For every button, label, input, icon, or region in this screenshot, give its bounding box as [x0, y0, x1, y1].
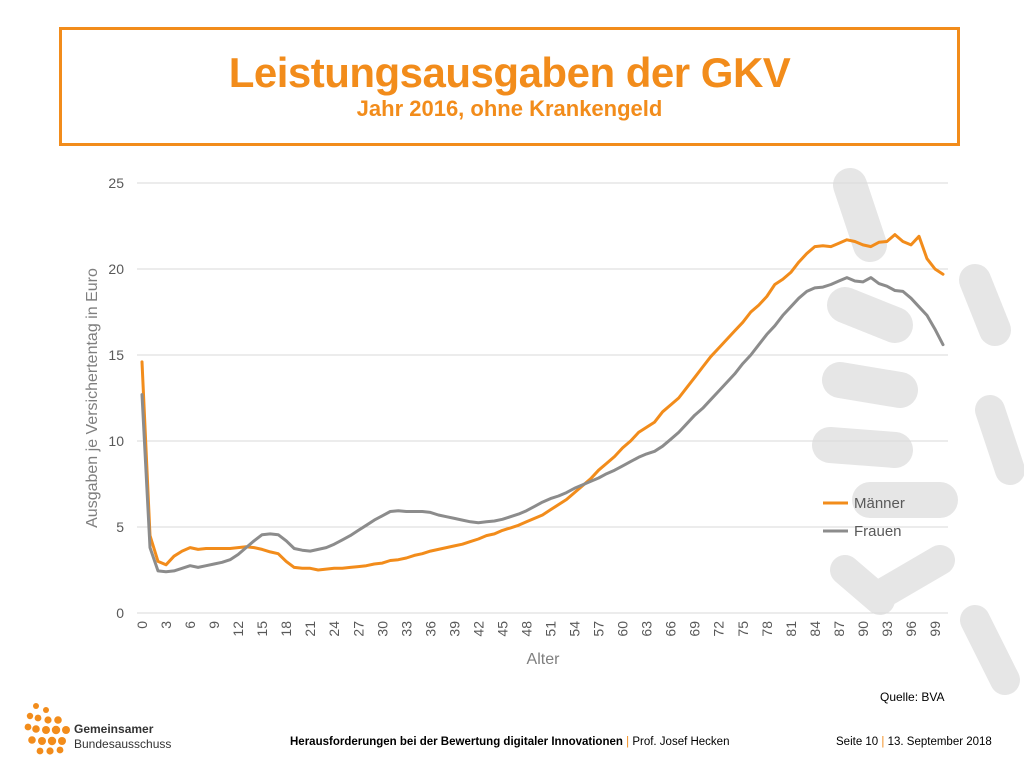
x-tick-label: 6 [182, 621, 198, 629]
x-tick-label: 48 [518, 621, 534, 637]
x-tick-label: 36 [422, 621, 438, 637]
logo-line-1: Gemeinsamer [74, 722, 154, 736]
legend-label: Männer [854, 495, 905, 512]
slide-subtitle: Jahr 2016, ohne Krankengeld [356, 96, 663, 121]
x-tick-label: 93 [879, 621, 895, 637]
x-tick-label: 60 [615, 621, 631, 637]
source-note: Quelle: BVA [880, 690, 945, 704]
series-line-frauen [140, 276, 945, 574]
x-tick-label: 0 [134, 621, 150, 629]
footer-separator-2: | [881, 736, 885, 748]
x-tick-label: 75 [735, 621, 751, 637]
gba-logo-icon [24, 703, 70, 755]
x-tick-label: 96 [903, 621, 919, 637]
x-tick-label: 63 [639, 621, 655, 637]
x-tick-label: 66 [663, 621, 679, 637]
series-line-maenner [140, 233, 945, 572]
x-tick-label: 42 [470, 621, 486, 637]
y-axis-label: Ausgaben je Versichertentag in Euro [84, 268, 101, 528]
x-tick-label: 57 [591, 621, 607, 637]
logo-line-2: Bundesausschuss [74, 737, 172, 751]
x-tick-label: 84 [807, 621, 823, 637]
legend: Männer Frauen [823, 495, 905, 540]
x-tick-label: 18 [278, 621, 294, 637]
footer-page-number: Seite 10 [836, 736, 879, 748]
x-tick-label: 69 [687, 621, 703, 637]
x-tick-label: 33 [398, 621, 414, 637]
gridlines [137, 182, 948, 614]
x-tick-label: 15 [254, 621, 270, 637]
y-tick-label: 0 [116, 605, 124, 621]
title-box: Leistungsausgaben der GKV Jahr 2016, ohn… [59, 27, 960, 146]
legend-label: Frauen [854, 523, 902, 540]
x-tick-label: 3 [158, 621, 174, 629]
y-tick-label: 15 [108, 347, 124, 363]
series-lines [140, 233, 945, 574]
x-axis-label: Alter [527, 651, 561, 668]
footer-title-text: Herausforderungen bei der Bewertung digi… [290, 736, 623, 748]
x-tick-label: 30 [374, 621, 390, 637]
x-tick-label: 12 [230, 621, 246, 637]
x-tick-label: 78 [759, 621, 775, 637]
slide-title: Leistungsausgaben der GKV [228, 49, 791, 96]
x-tick-label: 9 [206, 621, 222, 629]
y-tick-label: 20 [108, 261, 124, 277]
x-tick-label: 45 [494, 621, 510, 637]
footer-page-info: Seite 10 | 13. September 2018 [836, 736, 992, 748]
x-tick-labels: 0 3 6 9 12 15 18 21 24 27 30 33 36 39 42 45 48 51 54 57 60 63… [134, 621, 943, 637]
gba-logo-text: Gemeinsamer Bundesausschuss [74, 722, 171, 752]
footer-separator: | [626, 736, 630, 748]
footer-date: 13. September 2018 [887, 736, 992, 748]
y-tick-labels: 0 5 10 15 20 25 [108, 175, 124, 621]
x-tick-label: 54 [567, 621, 583, 637]
x-tick-label: 87 [831, 621, 847, 637]
x-tick-label: 72 [711, 621, 727, 637]
x-tick-label: 21 [302, 621, 318, 637]
footer-presentation-title: Herausforderungen bei der Bewertung digi… [290, 736, 729, 748]
x-tick-label: 51 [543, 621, 559, 637]
y-tick-label: 25 [108, 175, 124, 191]
y-tick-label: 10 [108, 433, 124, 449]
x-tick-label: 27 [350, 621, 366, 637]
x-tick-label: 99 [927, 621, 943, 637]
x-tick-label: 90 [855, 621, 871, 637]
x-tick-label: 24 [326, 621, 342, 637]
footer-author: Prof. Josef Hecken [632, 736, 730, 748]
x-tick-label: 81 [783, 621, 799, 637]
y-tick-label: 5 [116, 519, 124, 535]
x-tick-label: 39 [446, 621, 462, 637]
